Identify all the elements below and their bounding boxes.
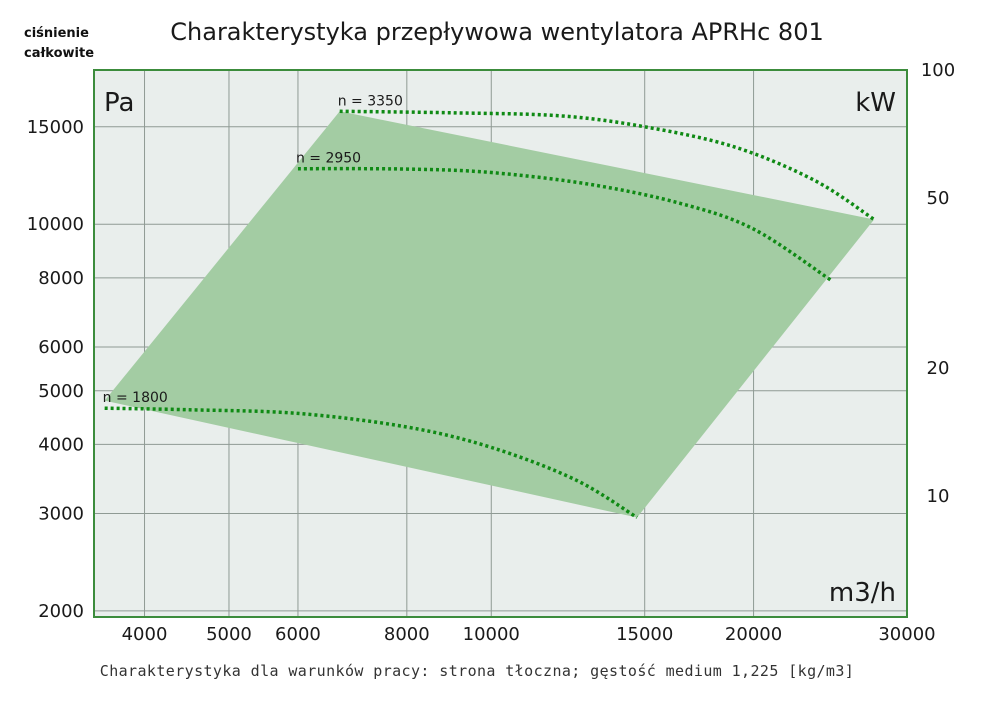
x-unit-label: m3/h — [829, 578, 896, 608]
x-tick-labels: 4000 5000 6000 8000 10000 15000 20000 30000 — [122, 624, 936, 645]
y2-tick-label: 20 — [927, 358, 950, 379]
y-tick-label: 3000 — [38, 503, 84, 524]
y2-tick-label: 50 — [927, 188, 950, 209]
series-label: n = 3350 — [338, 93, 403, 109]
y-tick-label: 10000 — [27, 214, 84, 235]
x-tick-label: 20000 — [725, 624, 782, 645]
speed-curves: n = 1800 n = 2950 n = 3350 — [103, 93, 876, 520]
y-tick-labels: 2000 3000 4000 5000 6000 8000 10000 15000 — [27, 117, 84, 622]
x-tick-label: 6000 — [275, 624, 321, 645]
chart-title: Charakterystyka przepływowa wentylatora … — [170, 18, 823, 46]
y-tick-label: 8000 — [38, 268, 84, 289]
x-tick-label: 30000 — [878, 624, 935, 645]
y-tick-label: 4000 — [38, 434, 84, 455]
series-label: n = 1800 — [103, 390, 168, 406]
y-tick-label: 5000 — [38, 381, 84, 402]
series-label: n = 2950 — [296, 151, 361, 167]
y-axis-label-line2: całkowite — [24, 46, 94, 61]
x-tick-label: 5000 — [206, 624, 252, 645]
x-tick-label: 4000 — [122, 624, 168, 645]
operating-region — [104, 111, 875, 518]
y2-tick-labels: 10 20 50 100 — [921, 60, 955, 507]
y2-unit-label: kW — [855, 88, 896, 118]
y2-tick-label: 100 — [921, 60, 955, 81]
y2-tick-label: 10 — [927, 486, 950, 507]
series-line — [339, 109, 876, 221]
series-line — [104, 406, 638, 520]
y-unit-label: Pa — [104, 88, 134, 118]
x-tick-label: 8000 — [384, 624, 430, 645]
y-axis-label-line1: ciśnienie — [24, 26, 89, 41]
footnote: Charakterystyka dla warunków pracy: stro… — [100, 662, 854, 680]
y-tick-label: 6000 — [38, 337, 84, 358]
x-tick-label: 15000 — [616, 624, 673, 645]
series-line — [297, 166, 833, 283]
y-tick-label: 15000 — [27, 117, 84, 138]
x-tick-label: 10000 — [463, 624, 520, 645]
plot-frame — [93, 69, 908, 618]
y-tick-label: 2000 — [38, 601, 84, 622]
